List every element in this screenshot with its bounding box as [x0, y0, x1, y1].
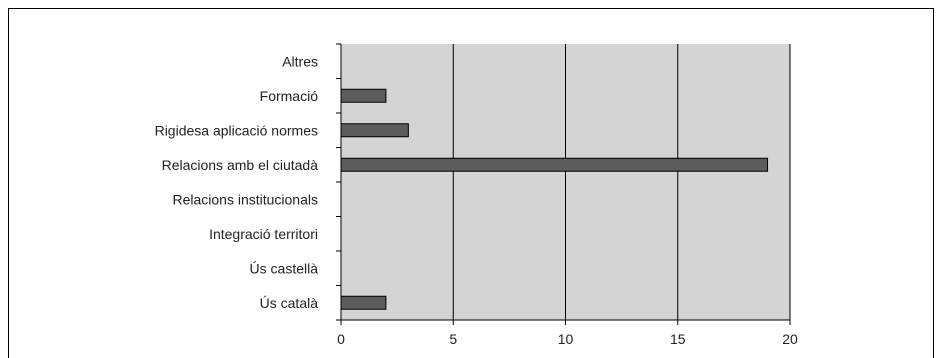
- x-tick-label: 0: [337, 331, 345, 347]
- x-tick-label: 15: [670, 331, 686, 347]
- x-tick-label: 5: [449, 331, 457, 347]
- category-label: Ús castellà: [250, 260, 319, 276]
- bars: [340, 88, 769, 310]
- x-tick-label: 20: [782, 331, 798, 347]
- category-labels: Altres Formació Rigidesa aplicació normes R…: [155, 53, 319, 311]
- tick-labels: 0 5 10 15 20: [337, 331, 798, 347]
- bar-7: [340, 295, 387, 310]
- x-tick-label: 10: [558, 331, 574, 347]
- category-label: Altres: [282, 53, 318, 69]
- category-label: Ús català: [260, 295, 319, 311]
- bar-2: [340, 123, 409, 138]
- axes: [336, 43, 791, 325]
- category-label: Integració territori: [209, 226, 318, 242]
- bar-3: [340, 157, 769, 172]
- category-label: Relacions institucionals: [172, 191, 318, 207]
- category-label: Relacions amb el ciutadà: [162, 157, 319, 173]
- category-label: Rigidesa aplicació normes: [155, 122, 318, 138]
- gridlines: [452, 44, 791, 320]
- category-label: Formació: [260, 88, 319, 104]
- bar-1: [340, 88, 387, 103]
